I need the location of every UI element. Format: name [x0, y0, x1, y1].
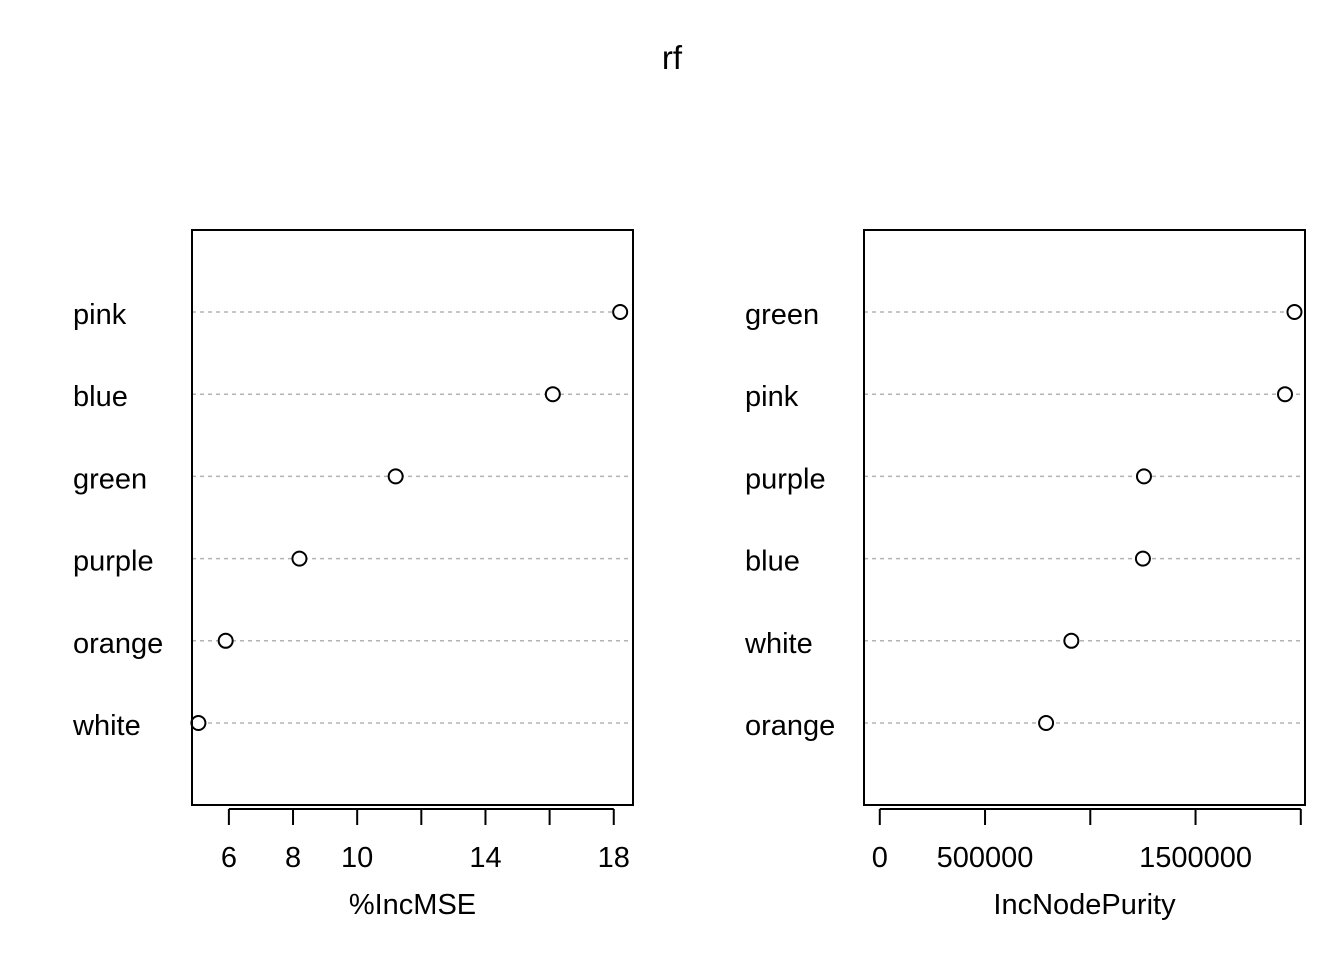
category-label: orange [745, 710, 835, 742]
panel-incmse: pink blue green purple orange white 6 8 10 14 18 %I… [72, 229, 634, 921]
x-tick-label: 8 [285, 842, 301, 874]
data-point [190, 715, 207, 731]
category-label: white [744, 628, 813, 660]
category-label: green [745, 299, 819, 331]
category-label: purple [745, 463, 826, 495]
plot-frame [191, 229, 634, 806]
category-label: pink [745, 381, 799, 413]
data-point [612, 304, 629, 320]
x-tick-label: 10 [341, 842, 373, 874]
category-label: orange [73, 628, 163, 660]
category-label: purple [73, 546, 154, 578]
x-tick-label: 0 [872, 842, 888, 874]
category-label: pink [73, 299, 127, 331]
x-tick-label: 6 [221, 842, 237, 874]
category-label: blue [745, 546, 800, 578]
data-point [291, 550, 308, 567]
data-point [544, 386, 561, 403]
x-axis-title: IncNodePurity [993, 889, 1176, 921]
panel-incnodepurity: green pink purple blue white orange 0 500000 150… [744, 229, 1306, 921]
data-point [1277, 386, 1294, 403]
category-label: white [72, 710, 141, 742]
plot-frame [863, 229, 1306, 806]
chart-title: rf [662, 39, 683, 76]
x-tick-label: 1500000 [1139, 842, 1252, 874]
data-point [1038, 715, 1055, 731]
data-point [1286, 304, 1303, 320]
category-label: blue [73, 381, 128, 413]
data-point [1135, 468, 1152, 485]
data-point [1134, 550, 1151, 567]
data-point [387, 468, 404, 485]
data-point [1063, 632, 1080, 649]
x-tick-label: 18 [598, 842, 630, 874]
category-label: green [73, 463, 147, 495]
x-axis-title: %IncMSE [349, 889, 476, 921]
data-point [217, 632, 234, 649]
x-tick-label: 500000 [937, 842, 1034, 874]
x-tick-label: 14 [469, 842, 501, 874]
